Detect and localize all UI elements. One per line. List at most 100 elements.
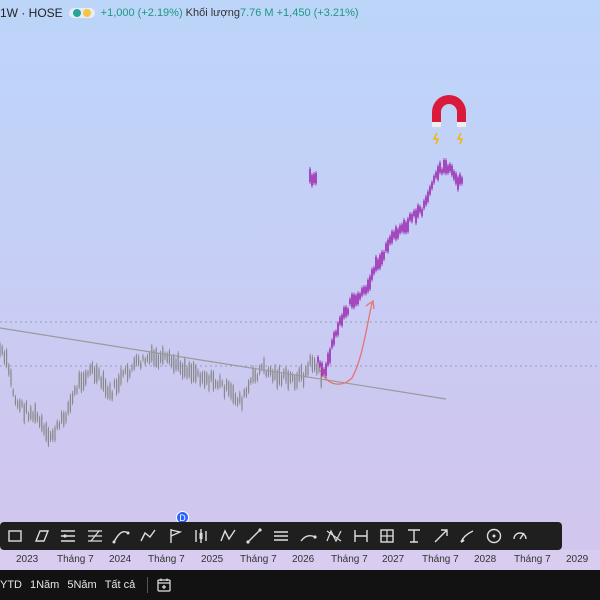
candle-body [129,370,131,377]
trend-line[interactable] [0,327,447,400]
time-axis[interactable]: 2023 Tháng 7 2024 Tháng 7 2025 Tháng 7 2… [0,550,600,570]
candle-body [111,391,113,400]
candle-body [427,191,429,202]
calendar-icon[interactable] [156,577,172,593]
candle-body [186,367,188,378]
range-ytd-button[interactable]: YTD [0,579,22,591]
fib-extension-icon [87,530,102,542]
circle-tool[interactable] [483,525,505,547]
candle-body [381,251,383,265]
candle-body [107,387,109,398]
symbol-label[interactable]: 1W · HOSE [0,6,63,20]
candle-body [164,353,166,359]
data-status-dot [82,9,91,17]
candle-body [74,386,76,395]
rectangle-tool[interactable] [4,525,26,547]
candle-body [333,332,335,345]
parallelogram-tool[interactable] [31,525,53,547]
price-chart[interactable] [0,0,600,550]
candle-body [217,381,219,389]
candle-body [226,380,228,390]
anchor-text-tool[interactable] [403,525,425,547]
candle-body [241,397,243,410]
candle-body [355,295,357,305]
candle-body [61,412,63,423]
candle-body [369,276,371,290]
rectangle-icon [8,530,22,542]
candle-body [311,175,313,186]
candle-body [447,165,449,173]
candle-body [453,171,455,180]
candle-body [261,364,263,370]
candle-body [385,243,387,251]
fib-retracement-tool[interactable] [57,525,79,547]
drawing-toolbar [0,522,562,550]
candle-body [179,362,181,374]
range-1y-button[interactable]: 1Năm [30,579,60,591]
candle-body [439,162,441,173]
fib-extension-tool[interactable] [84,525,106,547]
candle-body [421,209,423,216]
candle-body [47,428,49,446]
candle-body [318,365,320,372]
brush-alt-tool[interactable] [456,525,478,547]
candle-body [122,371,124,376]
time-label: 2028 [474,554,497,565]
polyline-icon [140,529,156,542]
candle-body [419,206,421,213]
candle-body [359,293,361,300]
candle-body [21,401,23,407]
candle-body [69,395,71,412]
magnet-icon [432,95,466,145]
xabcd-pattern-tool[interactable] [217,525,239,547]
candle-body [272,370,274,382]
candle-body [177,353,179,370]
candle-body [138,356,140,365]
candle-body [325,363,327,377]
candle-body [94,367,96,383]
candle-body [6,350,8,367]
long-position-tool[interactable] [190,525,212,547]
range-bar: YTD 1Năm 5Năm Tất cả [0,570,600,600]
candle-body [98,369,100,379]
date-range-icon [354,530,368,542]
date-range-tool[interactable] [350,525,372,547]
projection-arrow[interactable] [319,302,373,385]
candle-body [199,373,201,386]
candle-body [83,373,85,390]
curve-tool[interactable] [110,525,132,547]
trendline-tool[interactable] [243,525,265,547]
chart-area[interactable]: 1W · HOSE +1,000 (+2.19%) Khối lượng 7.7… [0,0,600,550]
flag-tool[interactable] [164,525,186,547]
candle-body [361,288,363,296]
polyline-tool[interactable] [137,525,159,547]
range-all-button[interactable]: Tất cả [104,579,136,591]
price-date-range-tool[interactable] [376,525,398,547]
candle-body [78,372,80,388]
candle-body [175,359,177,370]
candle-body [85,371,87,385]
candle-body [451,165,453,176]
candle-body [267,367,269,376]
gauge-tool[interactable] [509,525,531,547]
horizontal-lines-tool[interactable] [270,525,292,547]
candle-body [307,363,309,376]
candle-body [285,367,287,383]
candle-body [367,279,369,292]
candle-body [377,259,379,269]
candle-body [278,366,280,384]
range-5y-button[interactable]: 5Năm [67,579,97,591]
candle-body [223,386,225,398]
candle-body [100,377,102,388]
candle-body [195,365,197,382]
candle-body [116,380,118,395]
candle-body [248,381,250,393]
arrow-tool[interactable] [430,525,452,547]
candle-body [296,373,298,388]
abcd-pattern-tool[interactable] [323,525,345,547]
brush-tool[interactable] [297,525,319,547]
candle-body [263,358,265,373]
candle-body [283,370,285,378]
volume-change: +1,450 (+3.21%) [276,7,359,19]
candle-body [50,432,52,441]
